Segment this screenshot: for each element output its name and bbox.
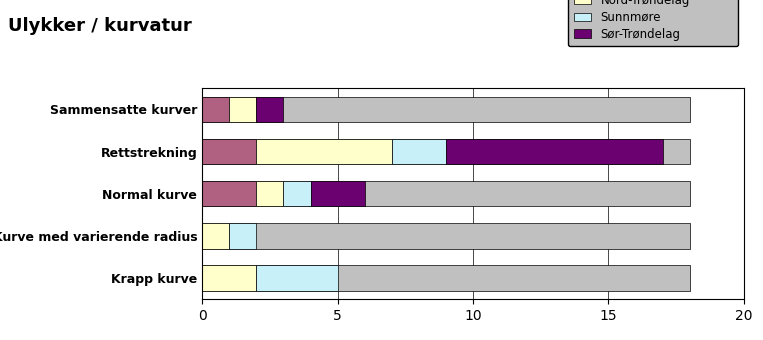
Bar [230,223,256,249]
Bar [202,97,690,122]
Bar [256,266,337,291]
Bar [230,97,256,122]
Bar [256,181,284,206]
Bar [446,139,662,164]
Text: Ulykker / kurvatur: Ulykker / kurvatur [8,17,192,35]
Bar [284,181,311,206]
Bar [392,139,446,164]
Bar [256,139,392,164]
Bar [256,97,284,122]
Bar [202,97,230,122]
Bar [202,223,690,249]
Legend: Nordmøre og Romsdal, Nord-Trøndelag, Sunnmøre, Sør-Trøndelag: Nordmøre og Romsdal, Nord-Trøndelag, Sun… [568,0,738,47]
Bar [202,181,690,206]
Bar [202,223,230,249]
Bar [202,139,690,164]
Bar [202,266,690,291]
Bar [202,266,256,291]
Bar [311,181,365,206]
Bar [202,181,256,206]
Bar [202,139,256,164]
